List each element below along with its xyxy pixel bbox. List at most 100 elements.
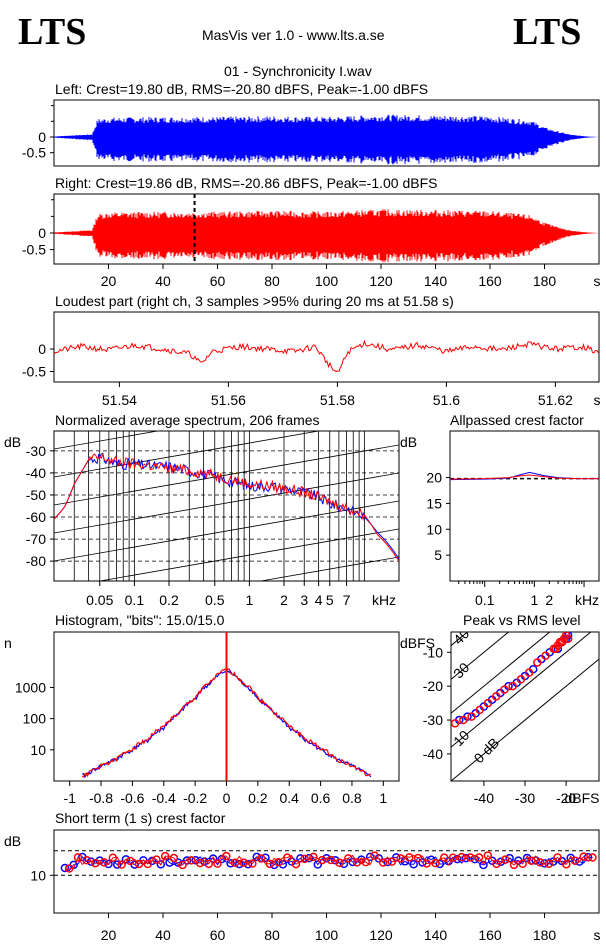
spectrum-xtick-label-5: 2 (280, 592, 288, 608)
short-term-point-right-101 (501, 855, 510, 864)
spectrum-xtick-label-0: 0.05 (86, 592, 113, 608)
loudest-part-ytick-label-0: 0 (38, 341, 46, 357)
spectrum-ytick-label-1: -40 (26, 465, 46, 481)
right-waveform-xtick-label-2: 60 (210, 273, 226, 289)
short-term-xtick-label-4: 100 (315, 927, 339, 943)
peak-rms-diagonal-0 (451, 632, 469, 647)
peak-rms-diagonal-label-2: 10 (450, 727, 472, 749)
histogram-xtick-label-4: -0.2 (183, 790, 207, 806)
short-term-point-left-24 (165, 858, 174, 867)
spectrum-ytick-label-0: -30 (26, 443, 46, 459)
spectrum-ytick-label-3: -60 (26, 509, 46, 525)
short-term-point-right-113 (553, 853, 562, 862)
allpassed-ytick-label-2: 10 (426, 521, 442, 537)
short-term-point-right-97 (483, 851, 493, 860)
right-waveform-title: Right: Crest=19.86 dB, RMS=-20.86 dBFS, … (55, 175, 438, 191)
short-term-point-right-73 (378, 858, 388, 867)
short-term-point-right-95 (474, 853, 484, 862)
app-title: MasVis ver 1.0 - www.lts.a.se (202, 27, 385, 43)
peak-rms-point-right-11 (541, 651, 550, 660)
short-term-point-right-105 (518, 859, 527, 869)
histogram-xtick-label-5: 0 (223, 790, 231, 806)
left-waveform-ytick-label-0: 0 (38, 129, 46, 145)
short-term-xtick-label-3: 80 (264, 927, 280, 943)
short-term-xtick-label-6: 140 (424, 927, 448, 943)
short-term-point-left-48 (269, 860, 279, 870)
peak-rms-ytick-label-2: -30 (423, 712, 443, 728)
short-term-point-right-99 (492, 859, 501, 869)
peak-rms-point-right-4 (483, 698, 493, 708)
allpassed-ylabel: dB (400, 434, 417, 450)
short-term-point-left-10 (104, 859, 113, 869)
loudest-part-ytick-label-1: -0.5 (22, 364, 46, 380)
short-term-point-right-65 (344, 854, 353, 863)
right-waveform-xunit: s (594, 273, 601, 289)
short-term-point-left-40 (235, 859, 244, 869)
peak-rms-point-right-17 (563, 634, 573, 644)
peak-rms-diagonal-4 (451, 658, 599, 781)
peak-rms-xtick-label-0: -40 (474, 790, 494, 806)
short-term-point-right-21 (152, 855, 161, 864)
histogram-xtick-label-6: 0.2 (248, 790, 268, 806)
spectrum-ytick-label-5: -80 (26, 553, 46, 569)
short-term-xtick-label-7: 160 (478, 927, 502, 943)
loudest-part-line (53, 339, 599, 373)
short-term-point-right-45 (256, 854, 266, 863)
peak-rms-point-right-10 (533, 658, 542, 667)
peak-rms-diagonal-2 (451, 632, 551, 714)
peak-rms-xlabel: dBFS (564, 790, 599, 806)
right-waveform-envelope (53, 209, 599, 263)
spectrum-ytick-label-2: -50 (26, 487, 46, 503)
short-term-xtick-label-8: 180 (533, 927, 557, 943)
short-term-point-right-93 (466, 853, 475, 862)
peak-rms-point-right-6 (500, 685, 509, 694)
right-waveform-xtick-label-1: 40 (155, 273, 171, 289)
short-term-point-right-13 (117, 860, 126, 869)
short-term-point-left-46 (261, 853, 270, 862)
short-term-xtick-label-2: 60 (210, 927, 226, 943)
short-term-point-left-22 (156, 860, 166, 869)
peak-rms-point-right-5 (491, 692, 501, 701)
loudest-part-xtick-label-2: 51.58 (320, 392, 355, 408)
short-term-point-left-50 (278, 860, 288, 869)
short-term-title: Short term (1 s) crest factor (55, 810, 226, 826)
right-waveform-xtick-label-7: 160 (478, 273, 502, 289)
right-waveform-xtick-label-5: 120 (369, 273, 393, 289)
short-term-point-right-121 (588, 853, 597, 862)
short-term-point-right-47 (265, 859, 275, 869)
short-term-point-right-49 (274, 858, 283, 867)
short-term-point-right-87 (439, 853, 449, 862)
short-term-point-right-89 (448, 853, 458, 862)
allpassed-ytick-label-1: 15 (426, 495, 442, 511)
allpassed-xtick-label-1: 1 (530, 592, 538, 608)
histogram-ytick-label-0: 1000 (15, 679, 46, 695)
short-term-ytick-label-0: 10 (30, 867, 46, 883)
allpassed-xtick-label-2: 2 (545, 592, 553, 608)
short-term-point-right-41 (239, 858, 248, 867)
short-term-point-left-14 (121, 855, 131, 864)
short-term-point-left-44 (252, 852, 261, 862)
short-term-point-right-83 (422, 859, 432, 868)
peak-rms-point-right-19 (551, 644, 561, 654)
short-term-point-right-63 (335, 858, 344, 868)
peak-rms-diagonal-label-1: 30 (450, 659, 472, 681)
file-name: 01 - Synchronicity I.wav (224, 63, 372, 79)
right-waveform-ytick-label-0: 0 (38, 225, 46, 241)
short-term-point-left-100 (496, 857, 506, 866)
short-term-point-right-61 (326, 855, 336, 865)
histogram-xtick-label-1: -0.8 (89, 790, 113, 806)
spectrum-xtick-label-3: 0.5 (205, 592, 225, 608)
short-term-point-left-80 (409, 860, 418, 869)
short-term-point-left-6 (86, 857, 96, 866)
short-term-point-left-64 (339, 859, 349, 869)
peak-rms-ytick-label-0: -10 (423, 644, 443, 660)
short-term-point-left-8 (95, 856, 105, 865)
peak-rms-ylabel: dBFS (400, 635, 435, 651)
right-waveform-xtick-label-8: 180 (533, 273, 557, 289)
loudest-part-xtick-label-0: 51.54 (102, 392, 137, 408)
spectrum-slope-7 (54, 500, 399, 562)
histogram-xtick-label-0: -1 (63, 790, 76, 806)
short-term-point-right-67 (352, 858, 362, 867)
spectrum-ytick-label-4: -70 (26, 531, 46, 547)
short-term-point-right-19 (143, 859, 152, 869)
